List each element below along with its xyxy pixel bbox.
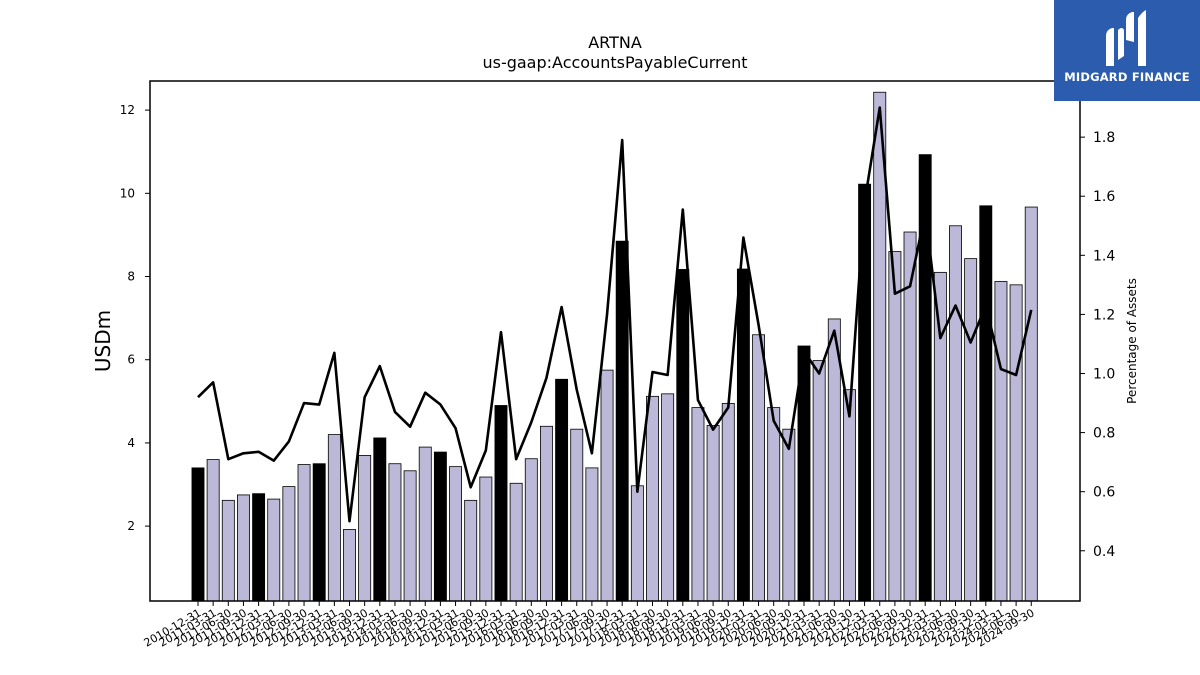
bar-2013-03-31 (327, 434, 341, 602)
bar-2016-09-30 (540, 425, 553, 602)
right-tick-label: 0.4 (1093, 544, 1115, 560)
plot-frame (149, 80, 1081, 602)
bar-2018-06-30 (646, 395, 659, 602)
right-tick-label: 1.2 (1093, 307, 1115, 323)
bar-2018-03-31 (630, 485, 644, 602)
bar-2015-03-31 (449, 466, 463, 602)
bar-2023-09-30 (964, 258, 978, 602)
bar-2011-03-31 (206, 459, 220, 602)
bar-2014-06-30 (403, 470, 417, 602)
percentage-line (197, 106, 1033, 523)
bar-2014-12-31 (433, 451, 447, 602)
chart-title: ARTNA (588, 33, 642, 52)
bar-2012-03-31 (267, 498, 281, 602)
bar-2013-06-30 (343, 529, 356, 602)
bar-2015-06-30 (464, 499, 478, 602)
bar-2017-03-31 (570, 428, 584, 602)
bar-2024-06-30 (1009, 284, 1023, 602)
bar-series (191, 91, 1038, 602)
right-tick-label: 1.4 (1093, 248, 1115, 264)
bar-2011-09-30 (236, 494, 250, 602)
bar-2013-12-31 (373, 437, 387, 602)
bar-2017-12-31 (615, 240, 629, 602)
line-series (197, 106, 1033, 523)
left-tick-label: 6 (127, 353, 135, 367)
bar-2011-06-30 (221, 499, 235, 602)
left-tick-label: 10 (120, 186, 135, 200)
left-tick-label: 8 (127, 270, 135, 284)
bar-2016-06-30 (524, 458, 538, 602)
bar-2023-12-31 (979, 205, 993, 602)
bar-2014-03-31 (388, 463, 402, 602)
chart-subtitle: us-gaap:AccountsPayableCurrent (482, 53, 747, 72)
right-tick-label: 1.0 (1093, 367, 1115, 383)
left-axis-ticks: 2 4 6 8 10 12 (120, 103, 150, 533)
bar-2020-06-30 (767, 407, 781, 602)
bar-2010-12-31 (191, 467, 205, 602)
bar-2016-12-31 (555, 378, 569, 602)
bar-2022-06-30 (888, 251, 902, 602)
bar-2017-09-30 (600, 369, 614, 602)
bar-2021-03-31 (812, 360, 826, 602)
bar-2016-03-31 (509, 482, 523, 602)
logo-text: MIDGARD FINANCE (1064, 70, 1190, 84)
bar-2011-12-31 (252, 493, 266, 602)
logo-mark-icon (1106, 10, 1146, 66)
right-axis-ticks: 0.4 0.6 0.8 1.0 1.2 1.4 1.6 1.8 (1080, 130, 1115, 560)
left-tick-label: 12 (120, 103, 135, 117)
y-axis-label: USDm (91, 310, 115, 372)
left-tick-label: 2 (127, 519, 135, 533)
bar-2019-06-30 (706, 425, 720, 602)
bar-2020-03-31 (752, 334, 766, 602)
bar-2015-09-30 (479, 476, 493, 602)
right-tick-label: 0.6 (1093, 485, 1115, 501)
bar-2013-09-30 (358, 454, 372, 602)
bar-2019-12-31 (736, 268, 750, 602)
bar-2012-12-31 (312, 463, 326, 602)
right-tick-label: 1.6 (1093, 189, 1115, 205)
bar-2012-09-30 (297, 464, 311, 602)
bar-2021-09-30 (843, 389, 856, 602)
bar-2018-12-31 (676, 269, 690, 602)
bar-2023-06-30 (949, 225, 962, 602)
bar-2012-06-30 (282, 486, 296, 602)
bar-2019-03-31 (691, 407, 705, 602)
bar-2024-03-31 (994, 281, 1008, 602)
bar-2017-06-30 (585, 467, 599, 602)
right-tick-label: 1.8 (1093, 130, 1115, 146)
x-axis-ticks: 2010-12-312011-03-312011-06-302011-09-30… (142, 601, 1037, 650)
bar-2015-12-31 (494, 405, 508, 602)
bar-2024-09-30 (1024, 206, 1038, 602)
bar-2023-03-31 (933, 271, 947, 602)
right-tick-label: 0.8 (1093, 426, 1115, 442)
bar-2019-09-30 (721, 402, 735, 602)
bar-2020-09-30 (782, 428, 796, 602)
bar-2018-09-30 (661, 393, 675, 602)
y2-axis-label: Percentage of Assets (1125, 278, 1139, 404)
left-tick-label: 4 (127, 436, 135, 450)
bar-2014-09-30 (418, 446, 432, 602)
brand-logo: MIDGARD FINANCE (1054, 0, 1200, 101)
